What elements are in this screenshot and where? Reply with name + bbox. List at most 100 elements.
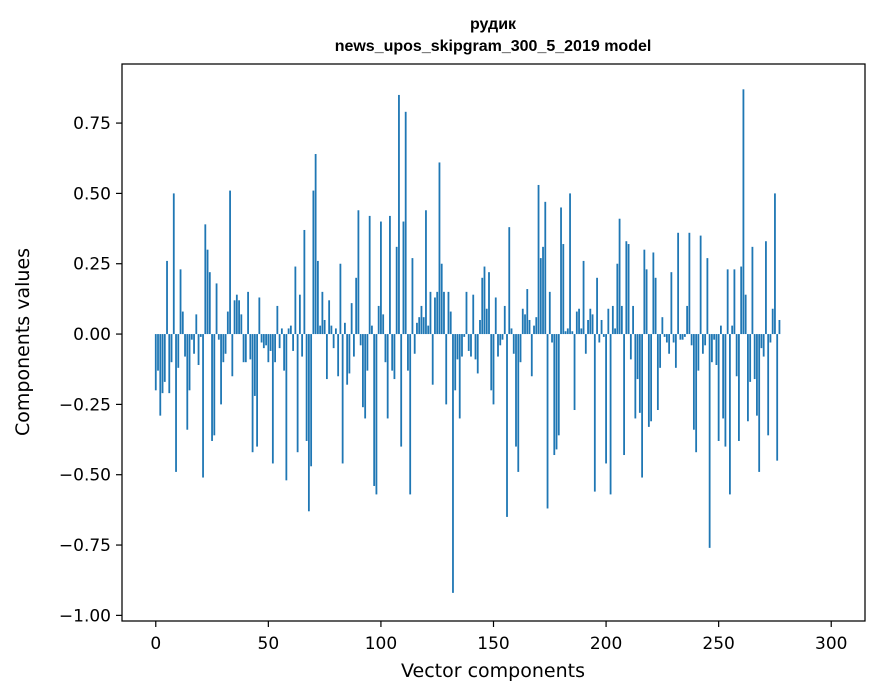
x-tick-label: 200 — [590, 634, 622, 654]
bar-101 — [382, 314, 385, 335]
bar-234 — [681, 334, 684, 340]
bars-layer — [154, 89, 781, 593]
bar-186 — [573, 334, 576, 411]
bar-81 — [337, 334, 340, 377]
bar-154 — [501, 334, 504, 340]
bar-132 — [452, 334, 454, 593]
bar-224 — [659, 334, 662, 368]
x-tick-label: 250 — [702, 634, 734, 654]
bar-267 — [756, 334, 758, 416]
bar-206 — [618, 218, 621, 335]
bar-126 — [438, 162, 441, 335]
bar-25 — [211, 334, 213, 441]
bar-236 — [686, 305, 689, 335]
bar-0 — [154, 334, 157, 391]
bar-39 — [242, 334, 245, 363]
bar-5 — [166, 260, 168, 335]
y-tick-label: 0.25 — [73, 255, 111, 275]
bar-43 — [251, 334, 254, 453]
bar-106 — [393, 334, 396, 380]
bar-47 — [260, 334, 263, 343]
bar-201 — [607, 308, 610, 335]
bar-202 — [609, 334, 612, 495]
bar-4 — [163, 334, 166, 382]
bar-98 — [375, 334, 378, 495]
bar-216 — [641, 334, 643, 478]
bar-199 — [602, 334, 605, 337]
bar-245 — [706, 258, 709, 335]
bar-196 — [596, 277, 598, 335]
bar-211 — [629, 334, 632, 360]
bar-177 — [553, 334, 556, 456]
bar-48 — [262, 334, 265, 349]
bar-183 — [566, 328, 569, 335]
bar-121 — [427, 325, 430, 335]
bar-212 — [632, 305, 634, 335]
bar-138 — [465, 291, 468, 335]
y-tick-label: −0.75 — [59, 536, 111, 556]
bar-114 — [411, 258, 414, 335]
bar-26 — [213, 334, 216, 436]
bar-108 — [398, 94, 400, 335]
bar-22 — [204, 224, 207, 335]
bar-12 — [181, 311, 184, 335]
bar-20 — [199, 334, 202, 337]
bar-139 — [467, 334, 470, 351]
bar-125 — [436, 291, 439, 335]
x-tick-label: 50 — [258, 634, 280, 654]
bar-167 — [530, 334, 533, 377]
y-axis-label: Components values — [12, 248, 34, 436]
bar-29 — [220, 334, 222, 405]
bar-190 — [582, 260, 585, 335]
bar-3 — [161, 334, 164, 394]
bar-209 — [625, 241, 628, 335]
bar-200 — [605, 334, 607, 464]
bar-135 — [458, 334, 461, 419]
bar-45 — [256, 334, 258, 447]
bar-168 — [533, 325, 535, 335]
bar-260 — [740, 266, 743, 335]
bar-273 — [769, 334, 772, 343]
bar-235 — [683, 334, 686, 337]
bar-97 — [373, 334, 376, 486]
bar-189 — [580, 328, 583, 335]
bar-215 — [638, 334, 641, 413]
bar-250 — [717, 334, 720, 441]
bar-131 — [449, 311, 452, 335]
bar-137 — [463, 334, 466, 337]
bar-41 — [247, 291, 249, 335]
bar-58 — [285, 334, 288, 481]
bar-164 — [524, 314, 526, 335]
bar-270 — [762, 334, 765, 357]
bar-113 — [409, 334, 412, 495]
bar-37 — [238, 300, 240, 335]
bar-99 — [377, 305, 380, 335]
bar-229 — [670, 272, 673, 335]
bar-232 — [677, 232, 680, 335]
bar-191 — [584, 334, 587, 354]
bar-61 — [292, 334, 295, 351]
bar-207 — [620, 305, 623, 335]
bar-70 — [312, 190, 315, 335]
bar-119 — [422, 317, 425, 335]
bar-249 — [715, 334, 718, 365]
bar-23 — [206, 249, 209, 335]
bar-203 — [611, 305, 614, 335]
bar-152 — [497, 334, 499, 357]
bar-94 — [366, 334, 369, 371]
bar-56 — [280, 328, 283, 335]
x-tick-label: 100 — [365, 634, 397, 654]
bar-233 — [679, 334, 682, 340]
bar-76 — [325, 334, 328, 380]
bar-50 — [267, 334, 270, 363]
bar-8 — [172, 193, 175, 335]
bar-46 — [258, 297, 261, 335]
bar-69 — [310, 334, 313, 467]
bar-52 — [271, 334, 274, 464]
y-tick-label: −0.25 — [59, 395, 111, 415]
bar-62 — [294, 266, 297, 335]
bar-181 — [562, 244, 565, 335]
bar-40 — [244, 334, 247, 363]
bar-105 — [391, 334, 394, 371]
